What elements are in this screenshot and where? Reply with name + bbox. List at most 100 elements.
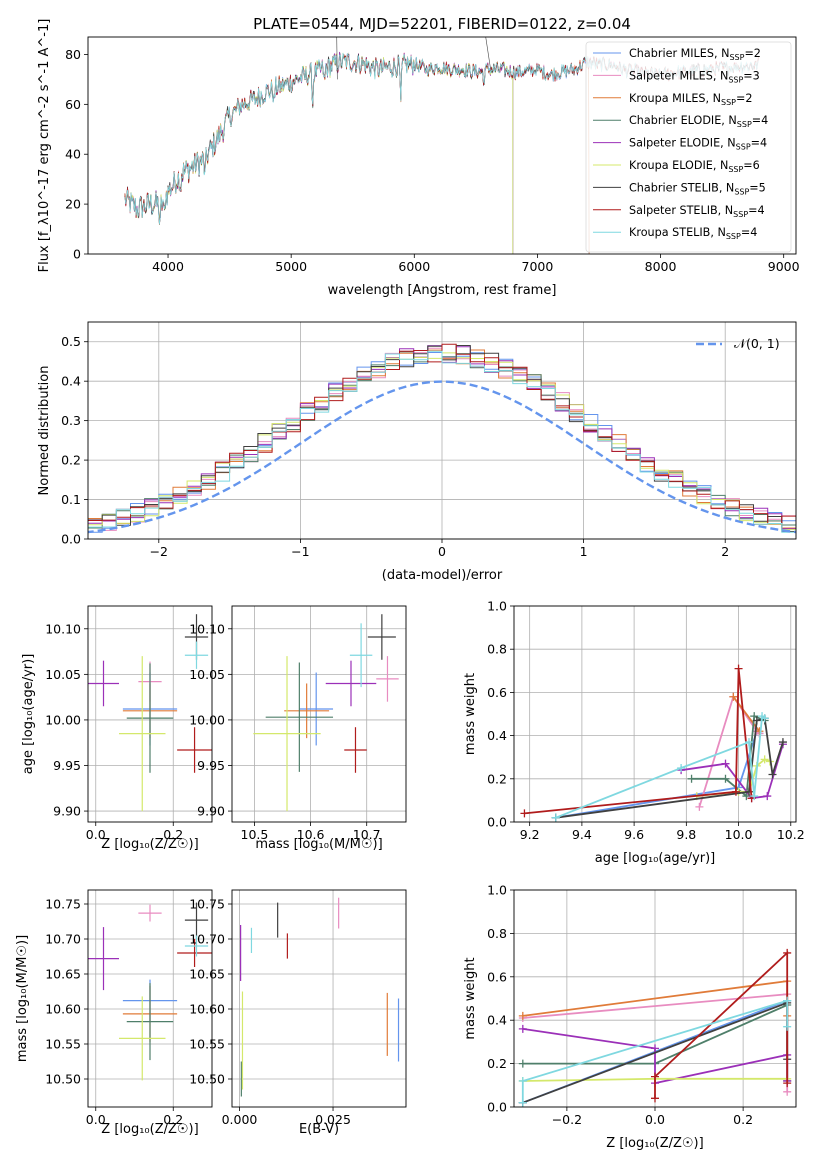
errorbar-chabrier_elodie (126, 983, 174, 1061)
x-axis-label: E(B-V) (299, 1122, 339, 1137)
chart-residuals: −2 −1 0 1 2 0.0 0.1 0.2 0.3 0.4 0.5 (data-model)/er… (37, 321, 797, 583)
axes-frame (231, 605, 407, 823)
y-tick-label: 0.3 (61, 413, 81, 428)
legend-sub: SSP (733, 210, 748, 219)
spectrum-spike (336, 37, 491, 80)
legend: 𝒩(0, 1) (696, 336, 780, 351)
plot-area (88, 614, 212, 812)
errorbar-kroupa_stelib (184, 641, 209, 669)
x-tick-label: 0.0 (645, 1112, 665, 1127)
plot-area (88, 343, 796, 535)
errorbar-chabrier_stelib (367, 614, 396, 660)
y-tick-label: 0.6 (487, 969, 507, 984)
weight-line-kroupa_stelib (521, 999, 789, 1103)
y-tick-label: 0.4 (487, 1013, 507, 1028)
errorbar-salpeter_stelib (177, 939, 212, 967)
legend-suffix: =4 (752, 114, 769, 127)
x-tick-label: 1 (580, 544, 588, 559)
x-tick-label: 9.4 (572, 827, 592, 842)
y-tick-label: 0.5 (61, 334, 81, 349)
x-axis-label: age [log₁₀(age/yr)] (595, 851, 716, 866)
weight-marker (731, 787, 740, 796)
weight-marker (651, 1072, 659, 1081)
y-tick-label: 10.65 (189, 967, 225, 982)
y-tick-label: 10.70 (189, 932, 225, 947)
y-tick-label: 40 (65, 147, 81, 162)
y-tick-label: 10.00 (189, 712, 225, 727)
chart-title: PLATE=0544, MJD=52201, FIBERID=0122, z=0… (253, 15, 631, 33)
plot-area (88, 902, 212, 1081)
legend-text: Chabrier MILES, N (629, 47, 729, 60)
weight-marker (687, 774, 696, 783)
weight-marker (783, 996, 792, 1005)
legend-suffix: =5 (749, 181, 766, 194)
x-tick-label: 9000 (768, 259, 800, 274)
legend-suffix: =2 (744, 47, 761, 60)
y-tick-label: 9.95 (197, 758, 225, 773)
y-tick-label: 0.0 (487, 815, 507, 830)
x-tick-label: 10.6 (297, 827, 325, 842)
y-tick-label: 0.0 (61, 532, 81, 547)
weight-marker (518, 1024, 527, 1033)
axes-frame (231, 889, 407, 1108)
legend-sub: SSP (728, 165, 743, 174)
legend-entry: Kroupa ELODIE, NSSP=6 (629, 159, 760, 174)
errorbar-salpeter_elodie (88, 927, 119, 991)
legend-sub: SSP (737, 120, 752, 129)
y-tick-label: 10.10 (45, 621, 81, 636)
legend-suffix: =3 (743, 69, 760, 82)
x-axis-label: Z [log₁₀(Z/Z☉)] (101, 837, 198, 852)
errorbar-chabrier_elodie (265, 662, 334, 772)
y-tick-label: 10.55 (45, 1037, 81, 1052)
chart-age_vs_Z: 0.0 0.2 9.90 9.95 10.00 10.05 10.10 Z [log₁₀(Z/… (21, 605, 213, 852)
legend-text: Kroupa MILES, N (629, 92, 721, 105)
weight-marker (695, 802, 704, 811)
errorbar-salpeter_stelib (177, 727, 212, 773)
weight-marker (651, 1044, 659, 1053)
weight-marker (783, 1087, 792, 1096)
errorbar-kroupa_elodie (253, 656, 321, 812)
y-tick-label: 10.00 (45, 712, 81, 727)
legend-sub: SSP (734, 187, 749, 196)
x-tick-label: 5000 (275, 259, 307, 274)
y-tick-label: 0.2 (487, 1056, 507, 1071)
histogram-kroupa_stelib (88, 350, 796, 533)
x-tick-label: 2 (721, 544, 729, 559)
x-tick-label: 4000 (152, 259, 184, 274)
y-tick-label: 10.05 (189, 667, 225, 682)
y-tick-label: 10.05 (45, 667, 81, 682)
weight-line-chabrier_stelib (555, 717, 784, 819)
y-tick-label: 10.10 (189, 621, 225, 636)
y-tick-label: 10.75 (189, 897, 225, 912)
weight-marker (750, 712, 759, 721)
legend-sub: SSP (728, 75, 743, 84)
x-tick-label: −1 (291, 544, 309, 559)
weight-marker (752, 716, 761, 725)
y-tick-label: 10.65 (45, 967, 81, 982)
legend-text: Salpeter MILES, N (629, 69, 728, 82)
x-tick-label: −0.2 (552, 1112, 582, 1127)
spectrum-line-kroupa_elodie (124, 52, 514, 254)
legend-sub: SSP (726, 232, 741, 241)
axes-frame (513, 605, 797, 823)
spectrum-line-chabrier_elodie (124, 52, 514, 254)
y-tick-label: 0.4 (487, 728, 507, 743)
weight-line-salpeter_elodie (680, 743, 784, 800)
chart-weight_vs_Z: −0.2 0.0 0.2 0.0 0.2 0.4 0.6 0.8 1.0 Z [log₁₀(Z/Z… (463, 883, 797, 1151)
legend-suffix: =4 (751, 137, 768, 150)
gaussian-curve (88, 380, 796, 534)
errorbar-chabrier_stelib (184, 902, 209, 938)
weight-marker (760, 755, 769, 764)
x-axis-label: Z [log₁₀(Z/Z☉)] (606, 1136, 703, 1151)
weight-marker (745, 738, 753, 747)
legend-entry: Salpeter MILES, NSSP=3 (629, 69, 760, 84)
weight-marker (783, 1022, 792, 1031)
y-tick-label: 0.8 (487, 926, 507, 941)
legend-text: Salpeter STELIB, N (629, 204, 733, 217)
y-tick-label: 0.6 (487, 685, 507, 700)
legend-entry: Chabrier STELIB, NSSP=5 (629, 181, 766, 196)
x-axis-label: (data-model)/error (382, 568, 503, 583)
legend-text: Kroupa STELIB, N (629, 226, 726, 239)
